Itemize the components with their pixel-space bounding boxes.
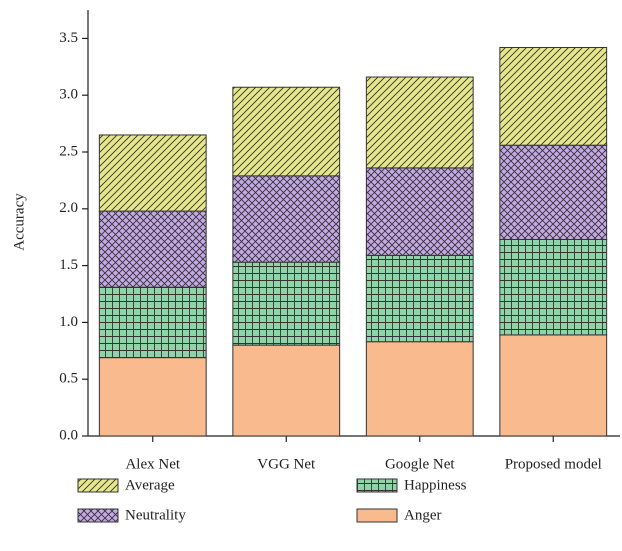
- bar-segment: [365, 76, 474, 169]
- y-axis-label: Accuracy: [11, 193, 27, 251]
- y-tick-label: 1.0: [59, 314, 78, 330]
- legend-label: Anger: [404, 507, 442, 523]
- x-tick-label: Alex Net: [125, 456, 180, 472]
- bar-segment: [499, 334, 608, 437]
- legend-label: Happiness: [404, 477, 467, 493]
- bar-segment: [499, 144, 608, 240]
- y-tick-label: 2.0: [59, 200, 78, 216]
- x-tick-label: Google Net: [385, 456, 455, 472]
- y-tick-label: 3.5: [59, 30, 78, 46]
- y-tick-label: 2.5: [59, 143, 78, 159]
- legend-swatch: [356, 508, 398, 523]
- bar-segment: [98, 134, 207, 212]
- legend-swatch: [77, 478, 119, 493]
- bar-segment: [499, 238, 608, 336]
- y-tick-label: 0.5: [59, 371, 78, 387]
- bar-segment: [98, 357, 207, 437]
- bar-segment: [98, 286, 207, 359]
- x-tick-label: Proposed model: [505, 456, 602, 472]
- x-tick-label: VGG Net: [257, 456, 316, 472]
- bar-segment: [365, 254, 474, 343]
- y-tick-label: 0.0: [59, 427, 78, 443]
- bar-segment: [499, 46, 608, 146]
- legend-swatch: [356, 478, 398, 493]
- legend-label: Neutrality: [125, 507, 186, 523]
- bar-segment: [232, 86, 341, 177]
- bar-segment: [98, 210, 207, 288]
- bar-segment: [232, 261, 341, 346]
- bar-segment: [365, 167, 474, 256]
- bar-segment: [365, 341, 474, 437]
- bar-segment: [232, 344, 341, 437]
- bar-segment: [232, 175, 341, 263]
- y-tick-label: 3.0: [59, 87, 78, 103]
- legend-swatch: [77, 508, 119, 523]
- y-tick-label: 1.5: [59, 257, 78, 273]
- legend-label: Average: [125, 477, 175, 493]
